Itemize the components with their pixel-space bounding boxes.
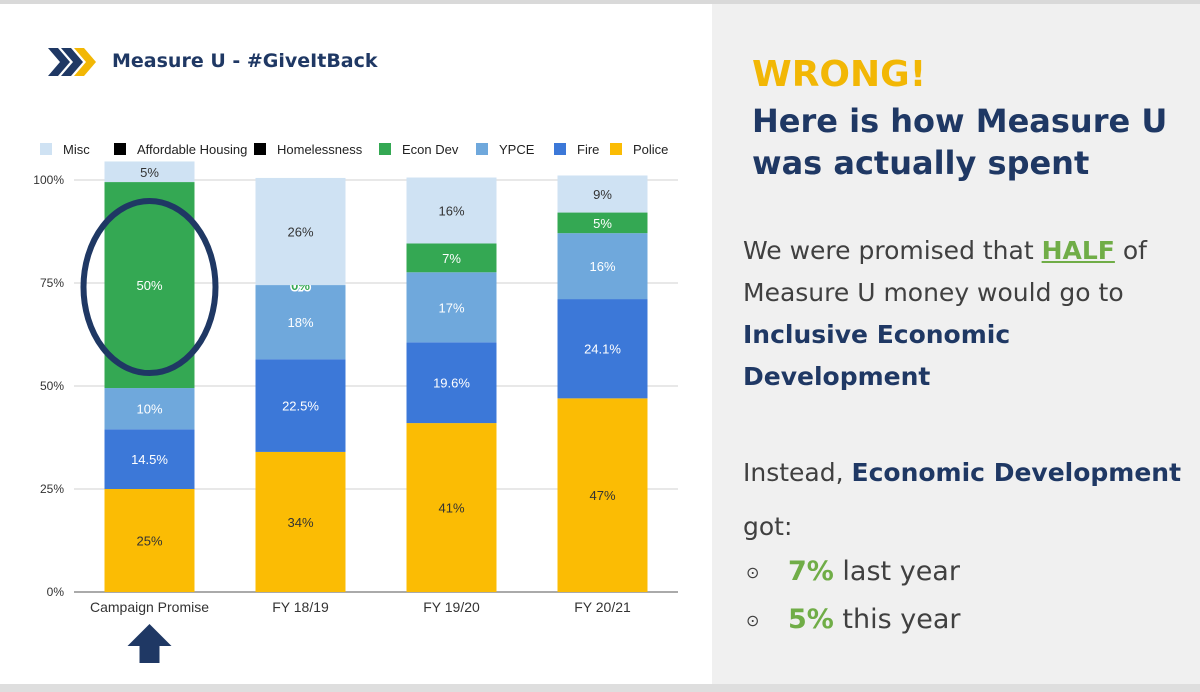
data-label-fire: 24.1% (584, 342, 621, 357)
bullet-this-year: ⊙ 5% this year (746, 604, 961, 635)
promise-text-post: of (1115, 236, 1147, 265)
legend-label-fire: Fire (577, 142, 599, 157)
data-label-fire: 14.5% (131, 452, 168, 467)
promise-line-2: Measure U money would go to (743, 272, 1193, 314)
half-emphasis: HALF (1042, 236, 1115, 265)
data-label-ypce: 10% (136, 402, 162, 417)
legend-label-homelessness: Homelessness (277, 142, 363, 157)
data-label-econ-dev: 7% (442, 251, 461, 266)
promise-line-3: Inclusive Economic (743, 314, 1193, 356)
stacked-bar-chart: 0% 25% 50% 75% 100% Misc Affordable Housing Hom… (0, 0, 712, 692)
promise-text-pre: We were promised that (743, 236, 1042, 265)
data-label-ypce: 18% (287, 315, 313, 330)
x-category-label: Campaign Promise (90, 599, 209, 615)
data-label-econ-dev: 50% (136, 278, 162, 293)
legend-swatch-affordable-housing (114, 143, 126, 155)
x-category-label: FY 18/19 (272, 599, 329, 615)
promise-paragraph: We were promised that HALF of Measure U … (743, 230, 1193, 398)
legend-swatch-fire (554, 143, 566, 155)
legend-swatch-homelessness (254, 143, 266, 155)
circle-dot-icon: ⊙ (746, 563, 788, 582)
data-label-misc: 5% (140, 165, 159, 180)
data-label-misc: 9% (593, 187, 612, 202)
legend-label-misc: Misc (63, 142, 90, 157)
bullet-pct: 5% (788, 604, 834, 635)
bullet-last-year: ⊙ 7% last year (746, 556, 960, 587)
data-label-econ-dev: 5% (593, 216, 612, 231)
bullet-text: this year (834, 604, 961, 635)
legend-label-econ-dev: Econ Dev (402, 142, 459, 157)
y-tick-label: 25% (40, 482, 64, 496)
up-arrow-icon (128, 624, 172, 663)
data-label-misc: 26% (287, 225, 313, 240)
y-tick-label: 0% (47, 585, 65, 599)
data-label-ypce: 17% (438, 300, 464, 315)
x-category-label: FY 19/20 (423, 599, 480, 615)
data-label-fire: 22.5% (282, 399, 319, 414)
circle-dot-icon: ⊙ (746, 611, 788, 630)
x-category-label: FY 20/21 (574, 599, 631, 615)
y-tick-label: 75% (40, 276, 64, 290)
data-label-police: 41% (438, 501, 464, 516)
instead-text-pre: Instead, (743, 458, 852, 487)
bullet-text: last year (834, 556, 960, 587)
instead-paragraph: Instead, Economic Development got: (743, 446, 1193, 554)
wrong-heading: WRONG! (752, 54, 926, 95)
data-label-misc: 16% (438, 203, 464, 218)
legend-swatch-police (610, 143, 622, 155)
headline-line-1: Here is how Measure U (752, 100, 1182, 142)
legend-swatch-econ-dev (379, 143, 391, 155)
legend-swatch-misc (40, 143, 52, 155)
econ-dev-emphasis: Economic Development (852, 458, 1182, 487)
legend-label-police: Police (633, 142, 668, 157)
headline: Here is how Measure U was actually spent (752, 100, 1182, 184)
bullet-pct: 7% (788, 556, 834, 587)
data-label-ypce: 16% (589, 259, 615, 274)
legend-label-ypce: YPCE (499, 142, 535, 157)
promise-line-4: Development (743, 356, 1193, 398)
legend-swatch-ypce (476, 143, 488, 155)
instead-line-2: got: (743, 500, 1193, 554)
y-tick-label: 50% (40, 379, 64, 393)
data-label-fire: 19.6% (433, 376, 470, 391)
data-label-police: 47% (589, 488, 615, 503)
data-label-police: 25% (136, 534, 162, 549)
legend-label-affordable-housing: Affordable Housing (137, 142, 247, 157)
headline-line-2: was actually spent (752, 142, 1182, 184)
data-label-police: 34% (287, 515, 313, 530)
y-tick-label: 100% (33, 173, 64, 187)
